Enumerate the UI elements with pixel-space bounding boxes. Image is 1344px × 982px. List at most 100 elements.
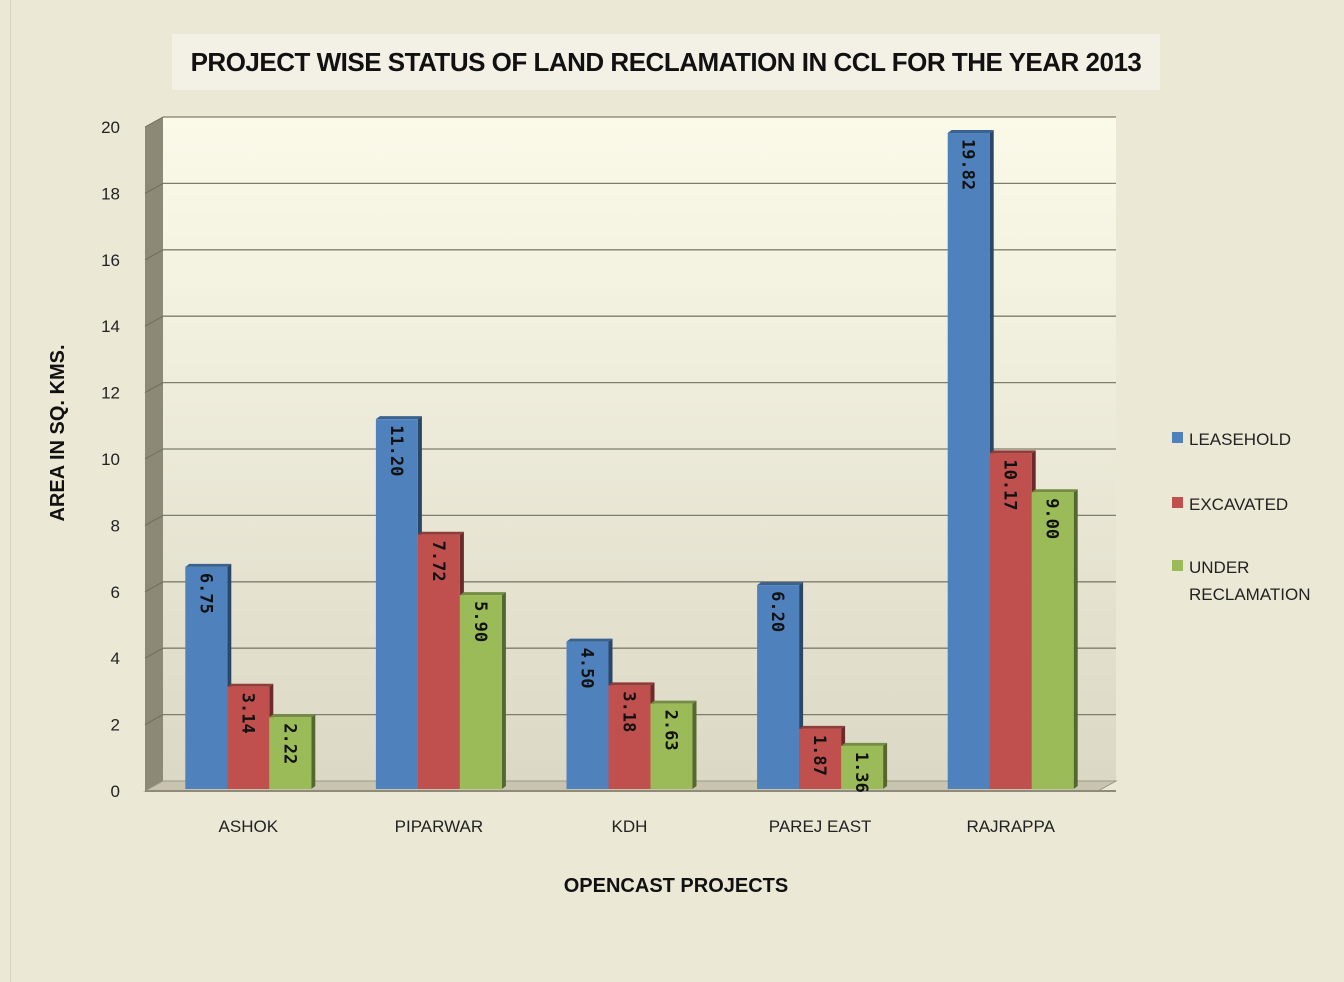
- legend-item-excavated: EXCAVATED: [1172, 491, 1342, 518]
- legend-label-under-reclamation: UNDER RECLAMATION: [1189, 558, 1311, 604]
- x-tick-label-parej-east: PAREJ EAST: [769, 817, 872, 836]
- y-tick-label: 0: [111, 782, 120, 801]
- data-label-excavated-ashok: 3.14: [237, 693, 257, 734]
- x-tick-label-ashok: ASHOK: [219, 817, 279, 836]
- legend-swatch-excavated: [1172, 497, 1183, 508]
- bar-under-reclamation-piparwar: [459, 592, 506, 789]
- gridline-side: [144, 116, 164, 128]
- bar-front: [417, 534, 460, 789]
- data-label-under-reclamation-rajrappa: 9.00: [1042, 498, 1062, 539]
- bar-front: [1031, 492, 1074, 789]
- bar-front: [185, 566, 228, 789]
- gridline-side: [144, 448, 164, 460]
- bar-front: [269, 717, 312, 789]
- gridline-side: [144, 315, 164, 327]
- data-label-under-reclamation-piparwar: 5.90: [470, 601, 490, 642]
- bar-front: [227, 686, 270, 789]
- data-label-under-reclamation-kdh: 2.63: [661, 710, 681, 751]
- bar-front: [650, 703, 693, 789]
- bar-top: [227, 683, 274, 687]
- bar-side: [692, 700, 697, 789]
- legend-swatch-under-reclamation: [1172, 560, 1183, 571]
- bar-top: [989, 450, 1036, 454]
- data-label-under-reclamation-parej-east: 1.36: [851, 752, 871, 793]
- data-label-leasehold-kdh: 4.50: [577, 648, 597, 689]
- bar-under-reclamation-ashok: [269, 714, 316, 789]
- bar-top: [459, 592, 506, 596]
- gridline-side: [144, 382, 164, 394]
- y-tick-label: 20: [101, 118, 120, 137]
- data-label-leasehold-parej-east: 6.20: [767, 591, 787, 632]
- bar-under-reclamation-parej-east: [841, 742, 888, 789]
- x-tick-label-rajrappa: RAJRAPPA: [966, 817, 1055, 836]
- bar-front: [989, 453, 1032, 789]
- x-axis-title: OPENCAST PROJECTS: [564, 875, 788, 897]
- legend: LEASEHOLD EXCAVATED UNDER RECLAMATION: [1172, 426, 1342, 646]
- legend-item-leasehold: LEASEHOLD: [1172, 426, 1342, 453]
- bar-front: [566, 641, 609, 789]
- data-label-excavated-parej-east: 1.87: [809, 735, 829, 776]
- data-label-excavated-piparwar: 7.72: [428, 541, 448, 582]
- bar-leasehold-ashok: [185, 563, 232, 789]
- chart-title: PROJECT WISE STATUS OF LAND RECLAMATION …: [172, 34, 1160, 90]
- legend-item-under-reclamation: UNDER RECLAMATION: [1172, 554, 1342, 608]
- bar-front: [757, 585, 800, 789]
- data-label-under-reclamation-ashok: 2.22: [279, 723, 299, 764]
- bar-side: [883, 742, 888, 789]
- y-tick-label: 4: [111, 649, 120, 668]
- bar-top: [757, 582, 804, 586]
- bar-top: [608, 682, 655, 686]
- bar-front: [841, 745, 884, 789]
- y-tick-label: 18: [101, 184, 120, 203]
- data-label-excavated-kdh: 3.18: [619, 691, 639, 732]
- bar-side: [311, 714, 316, 789]
- bar-top: [566, 638, 613, 642]
- gridline-side: [144, 182, 164, 194]
- gridline-side: [144, 581, 164, 593]
- bar-top: [1031, 489, 1078, 493]
- bar-leasehold-kdh: [566, 638, 613, 789]
- bar-top: [417, 531, 464, 535]
- gridline-side: [144, 249, 164, 261]
- y-tick-label: 14: [101, 317, 120, 336]
- y-axis-title: AREA IN SQ. KMS.: [47, 344, 69, 521]
- bar-top: [269, 714, 316, 718]
- bar-leasehold-parej-east: [757, 582, 804, 789]
- legend-label-leasehold: LEASEHOLD: [1189, 430, 1292, 449]
- y-tick-label: 12: [101, 384, 120, 403]
- bar-top: [375, 416, 422, 420]
- x-tick-label-kdh: KDH: [612, 817, 648, 836]
- y-tick-label: 6: [111, 583, 120, 602]
- data-label-leasehold-ashok: 6.75: [195, 573, 215, 614]
- data-label-leasehold-rajrappa: 19.82: [958, 139, 978, 190]
- data-label-leasehold-piparwar: 11.20: [386, 425, 406, 476]
- bar-under-reclamation-rajrappa: [1031, 489, 1078, 789]
- bar-front: [459, 595, 502, 789]
- bar-side: [1073, 489, 1078, 789]
- bar-front: [608, 685, 651, 789]
- legend-label-excavated: EXCAVATED: [1189, 495, 1289, 514]
- sheet-border-left: [10, 0, 11, 982]
- y-tick-label: 10: [101, 450, 120, 469]
- x-tick-label-piparwar: PIPARWAR: [395, 817, 483, 836]
- bar-side: [501, 592, 506, 789]
- bar-leasehold-piparwar: [375, 416, 422, 789]
- gridline-side: [144, 514, 164, 526]
- legend-swatch-leasehold: [1172, 432, 1183, 443]
- bar-front: [947, 132, 990, 789]
- bar-leasehold-rajrappa: [947, 129, 994, 789]
- data-label-excavated-rajrappa: 10.17: [1000, 459, 1020, 510]
- bar-top: [947, 129, 994, 133]
- bar-top: [650, 700, 697, 704]
- y-tick-label: 8: [111, 516, 120, 535]
- bar-front: [375, 419, 418, 789]
- bar-top: [841, 742, 888, 746]
- gridline-side: [144, 647, 164, 659]
- y-tick-label: 2: [111, 716, 120, 735]
- bar-under-reclamation-kdh: [650, 700, 697, 789]
- bar-front: [799, 728, 842, 789]
- y-tick-label: 16: [101, 251, 120, 270]
- bar-top: [185, 563, 232, 567]
